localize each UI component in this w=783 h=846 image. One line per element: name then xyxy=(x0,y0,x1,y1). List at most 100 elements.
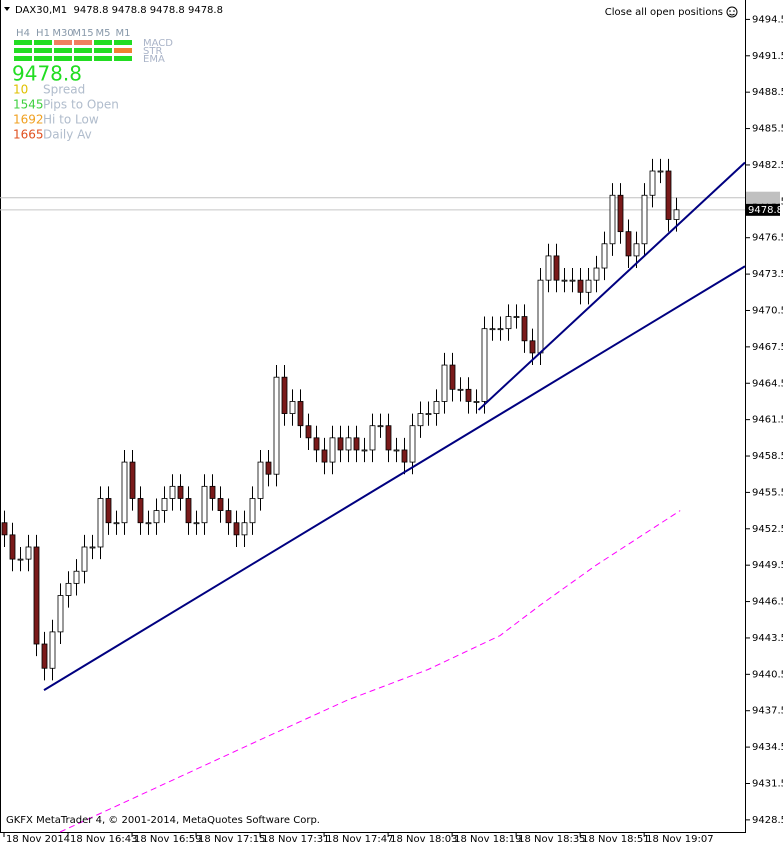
candle-body xyxy=(393,449,400,452)
candle-body xyxy=(329,437,336,463)
candle-body xyxy=(425,413,432,415)
trend-line xyxy=(477,161,746,411)
candle-body xyxy=(137,498,144,524)
signal-bar xyxy=(54,40,72,45)
timeframe-label: M1 xyxy=(116,28,131,39)
candle-body xyxy=(553,255,560,281)
candle-body xyxy=(313,437,320,451)
candle-body xyxy=(145,522,152,525)
candle-body xyxy=(673,209,680,220)
signal-row-label: MACD xyxy=(143,38,173,49)
info-label: Spread xyxy=(43,83,85,97)
candle-body xyxy=(409,425,416,463)
candle-body xyxy=(169,485,176,499)
info-value: 1692 xyxy=(13,113,44,127)
timeframe-label: M15 xyxy=(72,28,93,39)
candle-body xyxy=(209,485,216,499)
candle-body xyxy=(625,231,632,257)
y-tick-label: 9491.5 xyxy=(752,51,783,62)
candle-body xyxy=(161,498,168,512)
candle-body xyxy=(657,170,664,173)
candle-body xyxy=(345,437,352,451)
candle-body xyxy=(113,522,120,525)
timeframe-label: H1 xyxy=(36,28,50,39)
icon-mouth xyxy=(729,13,735,16)
candle-body xyxy=(57,595,64,633)
signal-bar xyxy=(94,40,112,45)
bid-tag-label: 9478.8 xyxy=(748,205,783,216)
x-tick-label: 18 Nov 16:59 xyxy=(134,834,201,845)
candle-body xyxy=(513,316,520,318)
candle-body xyxy=(153,510,160,524)
y-tick-label: 9446.5 xyxy=(752,597,783,608)
signal-bar xyxy=(34,48,52,53)
y-tick-label: 9461.5 xyxy=(752,415,783,426)
y-tick-label: 9467.5 xyxy=(752,342,783,353)
candle-body xyxy=(481,328,488,402)
candle-body xyxy=(465,388,472,402)
trend-line xyxy=(43,265,746,691)
candle-body xyxy=(129,461,136,499)
candle-body xyxy=(585,279,592,293)
candle-body xyxy=(289,401,296,414)
close-button[interactable]: Close all open positions xyxy=(605,6,738,18)
candle-body xyxy=(505,316,512,330)
candle-body xyxy=(217,498,224,512)
y-tick-label: 9488.5 xyxy=(752,87,783,98)
candle-body xyxy=(33,546,40,645)
button-icon[interactable] xyxy=(726,6,738,18)
candle-body xyxy=(433,401,440,414)
signal-bar xyxy=(94,56,112,61)
y-tick-label: 9473.5 xyxy=(752,269,783,280)
candle-body xyxy=(17,558,24,561)
x-tick-label: 18 Nov 17:15 xyxy=(198,834,265,845)
info-label: Pips to Open xyxy=(43,98,119,112)
signal-bar xyxy=(114,56,132,61)
timeframe-label: H4 xyxy=(16,28,30,39)
info-label: Hi to Low xyxy=(43,113,99,127)
button-label[interactable]: Close all open positions xyxy=(605,7,723,18)
candle-body xyxy=(457,388,464,391)
candle-body xyxy=(49,631,56,669)
candle-body xyxy=(73,570,80,584)
x-tick-label: 18 Nov 2014 xyxy=(6,834,70,845)
candle-body xyxy=(281,376,288,414)
timeframe-label: M30 xyxy=(52,28,73,39)
candle-body xyxy=(297,401,304,427)
candle-body xyxy=(385,425,392,451)
candle-body xyxy=(545,255,552,281)
candle-body xyxy=(489,328,496,331)
candle-body xyxy=(257,461,264,499)
y-tick-label: 9476.5 xyxy=(752,233,783,244)
candle-body xyxy=(105,498,112,524)
current-price: 9478.8 xyxy=(12,62,82,86)
signal-bar xyxy=(74,40,92,45)
signal-bar xyxy=(14,40,32,45)
info-label: Daily Av xyxy=(43,128,92,142)
y-tick-label: 9440.5 xyxy=(752,669,783,680)
candle-body xyxy=(81,546,88,572)
candle-body xyxy=(1,522,8,536)
y-tick-label: 9437.5 xyxy=(752,706,783,717)
candle-body xyxy=(193,522,200,525)
candle-body xyxy=(649,170,656,196)
info-value: 1665 xyxy=(13,128,44,142)
signal-bar xyxy=(54,48,72,53)
candle-body xyxy=(369,425,376,451)
menu-arrow[interactable] xyxy=(4,7,10,11)
candle-body xyxy=(353,437,360,451)
y-tick-label: 9431.5 xyxy=(752,778,783,789)
candle-body xyxy=(25,546,32,560)
candle-body xyxy=(377,425,384,428)
candle-body xyxy=(617,194,624,233)
candle-body xyxy=(537,279,544,354)
icon-eye xyxy=(729,10,731,12)
candle-body xyxy=(273,376,280,475)
x-tick-label: 18 Nov 16:43 xyxy=(70,834,137,845)
signal-bar xyxy=(74,48,92,53)
y-tick-label: 9443.5 xyxy=(752,633,783,644)
candle-body xyxy=(417,413,424,427)
signal-bar xyxy=(114,40,132,45)
y-tick-label: 9494.5 xyxy=(752,14,783,25)
